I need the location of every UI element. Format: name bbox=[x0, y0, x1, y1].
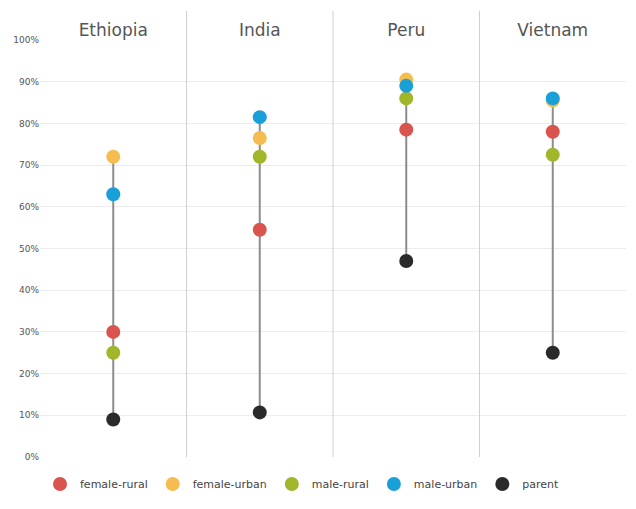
svg-text:80%: 80% bbox=[19, 119, 39, 129]
svg-text:70%: 70% bbox=[19, 160, 39, 170]
svg-text:10%: 10% bbox=[19, 410, 39, 420]
svg-text:India: India bbox=[239, 20, 281, 40]
svg-text:0%: 0% bbox=[25, 452, 40, 462]
svg-text:female-rural: female-rural bbox=[80, 478, 148, 491]
svg-text:Ethiopia: Ethiopia bbox=[79, 20, 148, 40]
svg-text:90%: 90% bbox=[19, 77, 39, 87]
svg-text:male-urban: male-urban bbox=[414, 478, 477, 491]
svg-text:20%: 20% bbox=[19, 369, 39, 379]
svg-text:100%: 100% bbox=[13, 35, 39, 45]
svg-text:30%: 30% bbox=[19, 327, 39, 337]
svg-text:50%: 50% bbox=[19, 244, 39, 254]
svg-text:40%: 40% bbox=[19, 285, 39, 295]
svg-text:parent: parent bbox=[522, 478, 559, 491]
svg-text:female-urban: female-urban bbox=[193, 478, 267, 491]
svg-text:Peru: Peru bbox=[387, 20, 425, 40]
svg-text:60%: 60% bbox=[19, 202, 39, 212]
svg-text:male-rural: male-rural bbox=[312, 478, 369, 491]
svg-text:Vietnam: Vietnam bbox=[517, 20, 588, 40]
